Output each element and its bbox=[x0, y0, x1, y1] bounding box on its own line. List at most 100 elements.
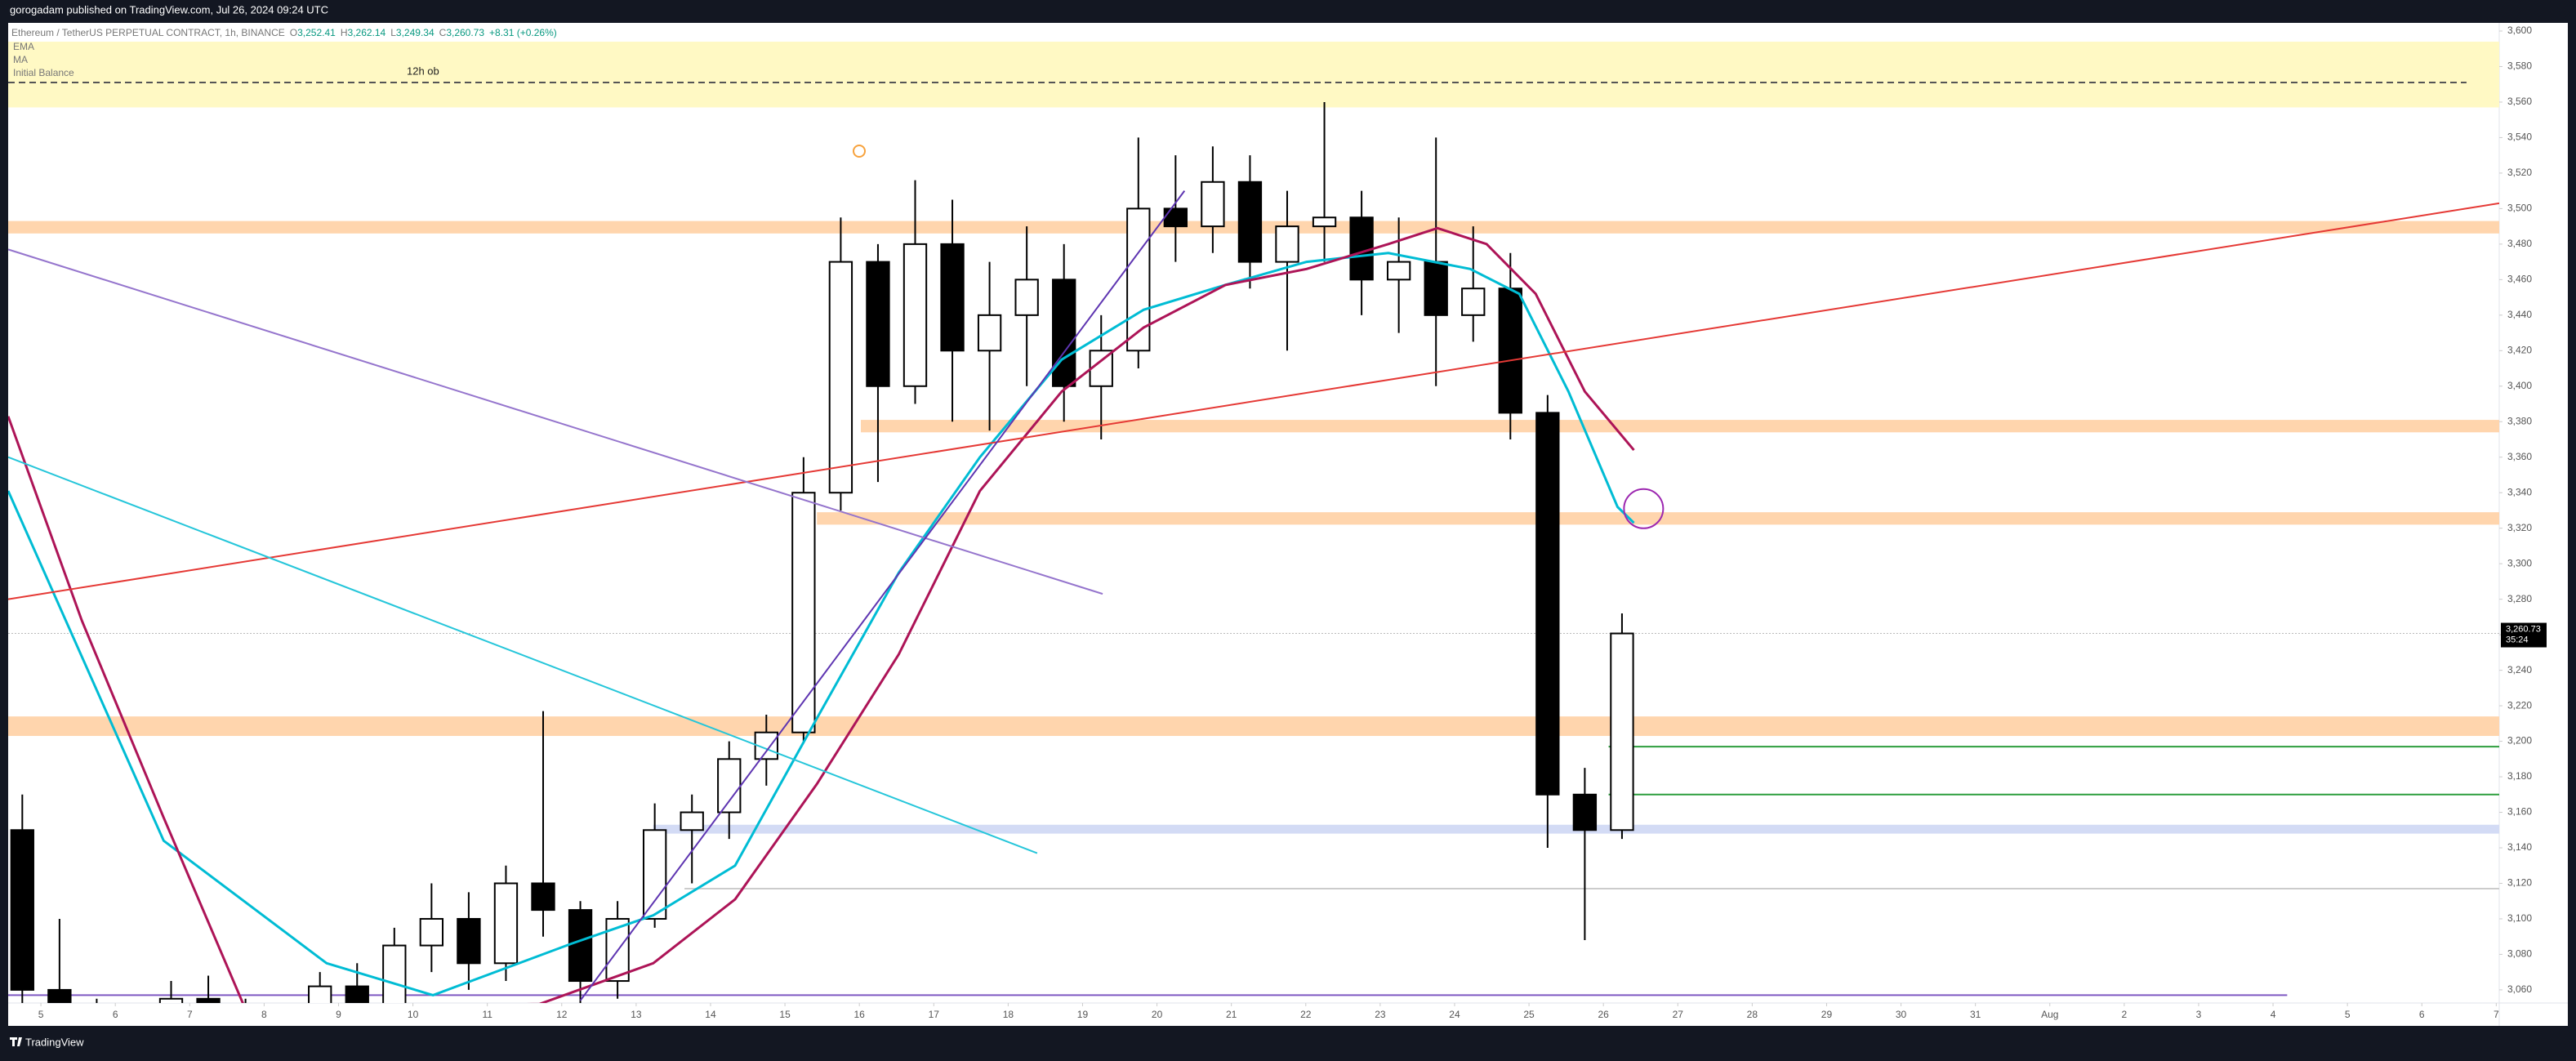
candle-body bbox=[47, 988, 72, 1003]
y-tick-label: 3,340 bbox=[2507, 486, 2532, 497]
candle-body bbox=[1275, 225, 1299, 263]
y-tick-label: 3,120 bbox=[2507, 877, 2532, 889]
footer-logo: TradingView bbox=[10, 1036, 84, 1048]
candle-body bbox=[717, 758, 742, 814]
logo-icon bbox=[10, 1037, 22, 1046]
trend-line bbox=[579, 190, 1186, 1001]
x-tick-label: 19 bbox=[1077, 1009, 1089, 1020]
x-tick-label: 2 bbox=[2122, 1009, 2128, 1020]
candle-body bbox=[1052, 279, 1076, 387]
ohlc-value: 3,252.41 bbox=[297, 27, 336, 38]
y-tick-label: 3,200 bbox=[2507, 735, 2532, 747]
candle-body bbox=[382, 944, 407, 1003]
x-tick-label: 13 bbox=[631, 1009, 642, 1020]
ohlc-key: C bbox=[439, 27, 447, 38]
candle-body bbox=[1312, 216, 1337, 228]
x-tick-label: 14 bbox=[705, 1009, 716, 1020]
x-tick-label: 3 bbox=[2196, 1009, 2202, 1020]
y-tick-label: 3,280 bbox=[2507, 593, 2532, 604]
y-tick-label: 3,220 bbox=[2507, 699, 2532, 711]
candle-body bbox=[642, 829, 667, 920]
candle-body bbox=[1461, 288, 1486, 316]
ohlc-key: L bbox=[390, 27, 396, 38]
trend-line bbox=[8, 202, 2499, 600]
y-tick-label: 3,400 bbox=[2507, 380, 2532, 391]
x-tick-label: 6 bbox=[113, 1009, 118, 1020]
x-tick-label: 30 bbox=[1896, 1009, 1907, 1020]
x-tick-label: 6 bbox=[2419, 1009, 2425, 1020]
x-tick-label: 9 bbox=[336, 1009, 341, 1020]
x-tick-label: 4 bbox=[2271, 1009, 2276, 1020]
x-tick-label: 23 bbox=[1375, 1009, 1386, 1020]
ohlc-key: H bbox=[341, 27, 348, 38]
ohlc-value: 3,262.14 bbox=[348, 27, 386, 38]
candle-body bbox=[158, 997, 184, 1003]
x-tick-label: 26 bbox=[1598, 1009, 1609, 1020]
y-tick-label: 3,100 bbox=[2507, 912, 2532, 924]
zone bbox=[8, 42, 2499, 108]
indicator-name: EMA bbox=[13, 41, 34, 52]
zone-label: 12h ob bbox=[407, 65, 439, 77]
y-tick-label: 3,460 bbox=[2507, 274, 2532, 285]
x-tick-label: 10 bbox=[408, 1009, 419, 1020]
candle-body bbox=[866, 261, 890, 387]
x-tick-label: 28 bbox=[1747, 1009, 1758, 1020]
x-tick-label: 20 bbox=[1152, 1009, 1163, 1020]
x-tick-label: 12 bbox=[556, 1009, 568, 1020]
candle-body bbox=[1349, 216, 1374, 281]
ohlc-value: 3,249.34 bbox=[396, 27, 435, 38]
marker-circle bbox=[1623, 488, 1665, 529]
x-tick-label: 18 bbox=[1003, 1009, 1014, 1020]
zone bbox=[860, 420, 2499, 433]
candle-body bbox=[680, 811, 704, 831]
change: +8.31 (+0.26%) bbox=[489, 27, 557, 38]
x-tick-label: 17 bbox=[929, 1009, 940, 1020]
y-tick-label: 3,180 bbox=[2507, 770, 2532, 782]
x-tick-label: 11 bbox=[482, 1009, 492, 1020]
y-tick-label: 3,360 bbox=[2507, 451, 2532, 462]
zone bbox=[817, 512, 2499, 525]
candle-body bbox=[345, 985, 369, 1003]
indicator-name: Initial Balance bbox=[13, 67, 74, 78]
candle-body bbox=[419, 917, 444, 947]
x-tick-label: 8 bbox=[261, 1009, 267, 1020]
candle-body bbox=[902, 243, 928, 387]
countdown-label: 35:24 bbox=[2506, 635, 2529, 644]
zone bbox=[8, 716, 2499, 737]
x-tick-label: Aug bbox=[2041, 1009, 2058, 1020]
y-tick-label: 3,580 bbox=[2507, 60, 2532, 72]
candle-body bbox=[1610, 632, 1634, 831]
y-tick-label: 3,480 bbox=[2507, 238, 2532, 249]
candle-body bbox=[531, 882, 555, 912]
trend-line bbox=[8, 456, 1038, 854]
candle-body bbox=[1237, 181, 1263, 263]
y-tick-label: 3,600 bbox=[2507, 25, 2532, 36]
y-tick-label: 3,320 bbox=[2507, 522, 2532, 533]
candle-body bbox=[457, 917, 481, 965]
y-tick-label: 3,560 bbox=[2507, 96, 2532, 107]
y-tick-label: 3,060 bbox=[2507, 983, 2532, 995]
indicator-line bbox=[8, 252, 1635, 997]
candle-body bbox=[493, 882, 519, 965]
candle-body bbox=[10, 829, 34, 991]
overlay: 3,060 3,080 3,100 3,120 3,140 3,160 3,180 3,200… bbox=[11, 25, 2547, 1020]
candle-body bbox=[308, 985, 332, 1003]
symbol-title: Ethereum / TetherUS PERPETUAL CONTRACT, … bbox=[11, 27, 285, 38]
indicator-line bbox=[8, 226, 1635, 1003]
y-tick-label: 3,160 bbox=[2507, 806, 2532, 818]
candle-body bbox=[1424, 261, 1448, 316]
y-tick-label: 3,380 bbox=[2507, 415, 2532, 426]
candle-body bbox=[977, 314, 1002, 352]
candle-body bbox=[1535, 412, 1560, 796]
last-price-label: 3,260.73 bbox=[2506, 624, 2541, 634]
x-tick-label: 25 bbox=[1523, 1009, 1535, 1020]
x-tick-label: 21 bbox=[1226, 1009, 1237, 1020]
y-tick-label: 3,440 bbox=[2507, 309, 2532, 320]
ohlc-value: 3,260.73 bbox=[446, 27, 484, 38]
x-tick-label: 31 bbox=[1970, 1009, 1981, 1020]
indicator-name: MA bbox=[13, 54, 28, 65]
header-text: gorogadam published on TradingView.com, … bbox=[10, 3, 328, 16]
y-tick-label: 3,140 bbox=[2507, 841, 2532, 853]
y-tick-label: 3,300 bbox=[2507, 557, 2532, 568]
